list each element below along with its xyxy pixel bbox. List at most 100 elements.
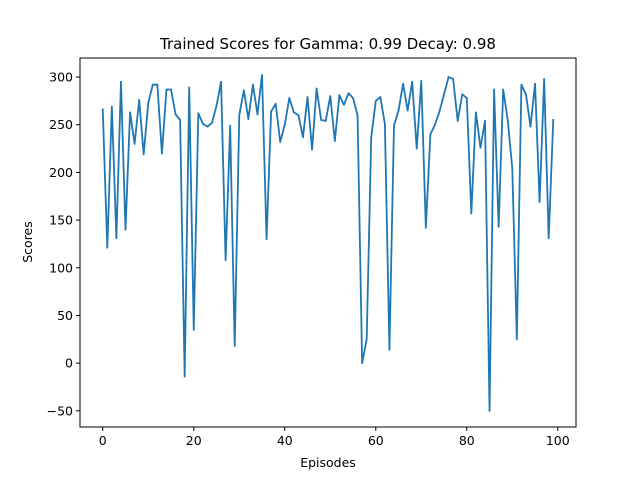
- data-point: [151, 83, 154, 86]
- y-tick-label: 100: [49, 260, 73, 275]
- data-point: [324, 120, 327, 122]
- y-tick-label: 200: [49, 165, 73, 180]
- data-point: [388, 348, 391, 351]
- data-point: [515, 338, 518, 341]
- data-point: [115, 237, 118, 240]
- data-point: [229, 124, 232, 127]
- x-tick-label: 100: [546, 433, 570, 448]
- data-point: [470, 212, 473, 215]
- data-point: [133, 142, 136, 145]
- data-point: [288, 97, 291, 99]
- x-tick-label: 80: [459, 433, 475, 448]
- data-point: [165, 88, 168, 91]
- data-point: [511, 167, 514, 170]
- data-point: [361, 362, 364, 365]
- data-point: [452, 78, 455, 80]
- data-point: [101, 108, 104, 111]
- data-point: [402, 82, 404, 85]
- data-point: [179, 119, 182, 121]
- data-point: [106, 246, 109, 249]
- data-point: [220, 80, 222, 83]
- data-point: [192, 328, 195, 331]
- data-point: [538, 201, 541, 203]
- data-point: [497, 225, 500, 228]
- data-point: [447, 76, 450, 78]
- data-point: [247, 118, 250, 120]
- data-point: [443, 93, 445, 96]
- data-point: [110, 105, 113, 108]
- data-point: [365, 338, 368, 341]
- data-point: [320, 119, 323, 121]
- data-point: [493, 88, 495, 91]
- data-point: [197, 112, 200, 115]
- data-point: [329, 95, 332, 98]
- data-point: [129, 111, 131, 114]
- data-point: [438, 110, 441, 113]
- x-tick-label: 60: [368, 433, 384, 448]
- data-point: [252, 83, 254, 86]
- axes-layer: 0 20 40 60 80 100 −50 0 50 100 150 200 250 300: [47, 70, 570, 448]
- data-point: [552, 119, 555, 121]
- data-point: [525, 93, 527, 96]
- data-point: [283, 123, 286, 126]
- data-point: [183, 375, 186, 378]
- data-point: [142, 153, 145, 156]
- data-point: [333, 140, 336, 142]
- x-axis-label: Episodes: [300, 455, 356, 470]
- data-point: [479, 146, 482, 149]
- data-point: [138, 99, 141, 101]
- y-tick-label: −50: [47, 403, 73, 418]
- data-point: [370, 136, 373, 139]
- data-point: [120, 80, 122, 83]
- data-point: [547, 237, 550, 240]
- data-point: [292, 111, 295, 114]
- data-point: [534, 82, 536, 85]
- x-tick-label: 20: [186, 433, 202, 448]
- data-point: [474, 111, 477, 114]
- data-point: [397, 109, 400, 112]
- data-point: [224, 259, 227, 262]
- y-axis-label: Scores: [20, 221, 35, 263]
- data-layer: [101, 74, 555, 412]
- data-point: [379, 96, 382, 98]
- data-point: [161, 152, 163, 155]
- data-point: [279, 141, 282, 143]
- y-tick-label: 150: [49, 213, 73, 228]
- chart-title: Trained Scores for Gamma: 0.99 Decay: 0.…: [159, 35, 496, 53]
- data-point: [174, 113, 177, 116]
- data-point: [201, 122, 204, 125]
- data-point: [156, 83, 159, 86]
- data-point: [520, 83, 523, 86]
- data-point: [238, 114, 241, 117]
- data-point: [352, 97, 354, 99]
- data-point: [343, 103, 345, 106]
- data-point: [456, 120, 459, 122]
- data-point: [302, 136, 304, 139]
- data-point: [393, 124, 395, 127]
- data-point: [256, 113, 259, 116]
- data-point: [297, 114, 300, 117]
- data-point: [188, 86, 191, 89]
- data-point: [415, 147, 418, 150]
- data-point: [170, 88, 172, 91]
- x-tick-label: 40: [277, 433, 293, 448]
- data-point: [420, 79, 423, 82]
- data-point: [242, 89, 245, 92]
- data-point: [461, 93, 464, 96]
- y-tick-label: 50: [57, 308, 73, 323]
- data-point: [484, 120, 486, 122]
- data-point: [306, 96, 309, 98]
- series-line: [101, 74, 555, 412]
- data-point: [502, 88, 505, 91]
- data-point: [383, 122, 386, 125]
- data-point: [429, 133, 432, 136]
- data-point: [465, 97, 468, 99]
- y-tick-label: 250: [49, 117, 73, 132]
- data-point: [338, 94, 341, 97]
- data-point: [215, 104, 218, 107]
- data-point: [233, 345, 236, 347]
- data-point: [311, 148, 313, 151]
- data-point: [265, 238, 268, 241]
- data-point: [374, 100, 377, 102]
